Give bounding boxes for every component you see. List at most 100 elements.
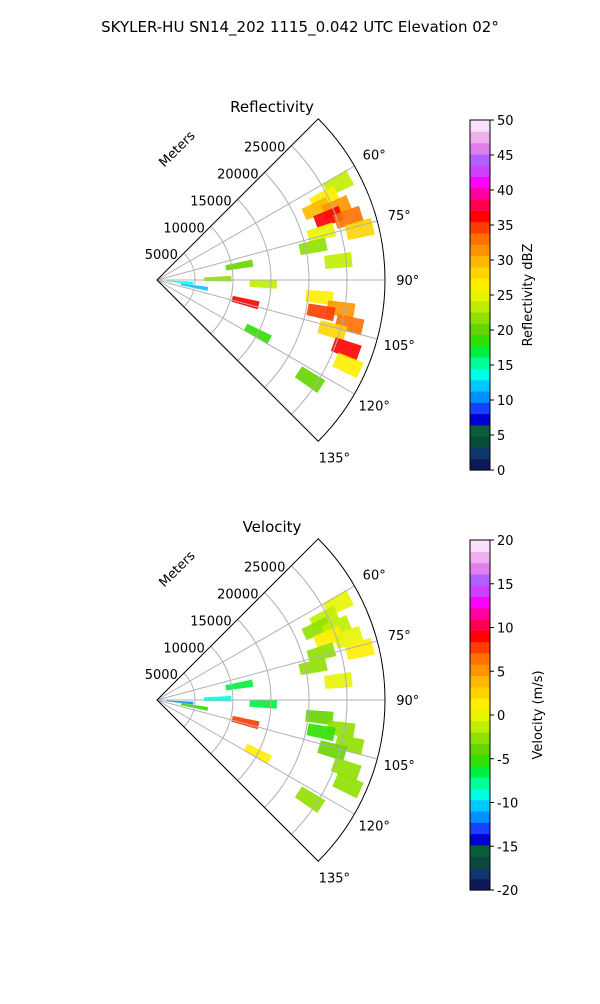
colorbar-tick-label: 25 xyxy=(497,289,514,304)
echo-cell xyxy=(330,757,362,782)
colorbar-swatch xyxy=(470,596,490,609)
colorbar-swatch xyxy=(470,199,490,211)
colorbar-swatch xyxy=(470,221,490,234)
colorbar-swatch xyxy=(470,142,490,155)
azimuth-tick-label: 90° xyxy=(396,694,419,709)
colorbar-swatch xyxy=(470,289,490,302)
colorbar-swatch xyxy=(470,187,490,200)
azimuth-gridline xyxy=(156,220,378,281)
reflectivity-colorbar-label: Reflectivity dBZ xyxy=(521,244,536,347)
echo-cell xyxy=(332,352,364,379)
velocity-plot-area: 5000 10000 15000 20000 25000 60° 75° 90° 105° 120… xyxy=(145,538,419,886)
colorbar-swatch xyxy=(470,176,490,189)
echo-cell xyxy=(306,303,336,322)
echo-cell xyxy=(305,709,334,726)
colorbar-swatch xyxy=(470,334,490,347)
colorbar-swatch xyxy=(470,833,490,846)
colorbar-swatch xyxy=(470,867,490,880)
colorbar-swatch xyxy=(470,788,490,801)
echo-cell xyxy=(330,337,362,362)
colorbar-swatch xyxy=(470,120,490,132)
echo-cell xyxy=(166,280,194,285)
colorbar-swatch xyxy=(470,413,490,426)
colorbar-swatch xyxy=(470,266,490,279)
colorbar-tick-label: -10 xyxy=(497,797,518,812)
range-tick-label: 20000 xyxy=(217,168,258,183)
colorbar-swatch xyxy=(470,424,490,437)
colorbar-tick-label: 15 xyxy=(497,359,514,374)
echo-cell xyxy=(313,625,344,649)
colorbar-tick-label: -20 xyxy=(497,884,518,899)
colorbar-swatch xyxy=(470,675,490,688)
range-tick-label: 10000 xyxy=(163,221,204,236)
colorbar-swatch xyxy=(470,153,490,166)
range-tick-label: 15000 xyxy=(190,614,231,629)
colorbar-swatch xyxy=(470,379,490,392)
colorbar-tick-label: 30 xyxy=(497,254,514,269)
azimuth-gridline xyxy=(156,640,378,701)
colorbar-swatch xyxy=(470,777,490,789)
colorbar-swatch xyxy=(470,458,490,471)
colorbar-tick-label: 50 xyxy=(497,114,514,129)
colorbar-swatch xyxy=(470,210,490,223)
azimuth-gridline xyxy=(156,165,355,281)
azimuth-tick-label: 135° xyxy=(319,451,350,466)
echo-cell xyxy=(166,700,194,705)
range-tick-label: 15000 xyxy=(190,194,231,209)
colorbar-swatch xyxy=(470,743,490,756)
colorbar-swatch xyxy=(470,244,490,257)
range-tick-label: 25000 xyxy=(244,141,285,156)
echo-cell xyxy=(249,279,278,289)
velocity-colorbar-label: Velocity (m/s) xyxy=(531,670,546,759)
colorbar-swatch xyxy=(470,731,490,744)
colorbar-tick-label: -5 xyxy=(497,753,510,768)
colorbar-swatch xyxy=(470,131,490,144)
colorbar-swatch xyxy=(470,232,490,245)
colorbar-swatch xyxy=(470,345,490,358)
colorbar-swatch xyxy=(470,765,490,778)
colorbar-swatch xyxy=(470,402,490,415)
azimuth-gridline xyxy=(156,699,378,760)
colorbar-swatch xyxy=(470,810,490,823)
sector-outline xyxy=(156,538,386,862)
azimuth-tick-label: 60° xyxy=(363,149,386,164)
azimuth-tick-label: 75° xyxy=(388,629,411,644)
reflectivity-title: Reflectivity xyxy=(230,98,314,116)
colorbar-swatch xyxy=(470,436,490,449)
azimuth-gridline xyxy=(156,279,378,340)
figure-title: SKYLER-HU SN14_202 1115_0.042 UTC Elevat… xyxy=(101,18,499,37)
colorbar-swatch xyxy=(470,300,490,313)
colorbar-swatch xyxy=(470,607,490,620)
reflectivity-panel: Reflectivity Meters Reflectivity dBZ 500… xyxy=(145,98,536,479)
velocity-range-label: Meters xyxy=(157,548,199,590)
echo-cell xyxy=(301,616,333,641)
colorbar-swatch xyxy=(470,357,490,369)
velocity-title: Velocity xyxy=(243,518,302,536)
colorbar-swatch xyxy=(470,856,490,869)
colorbar-swatch xyxy=(470,686,490,699)
colorbar-swatch xyxy=(470,664,490,677)
colorbar-tick-label: 5 xyxy=(497,665,505,680)
colorbar-tick-label: 20 xyxy=(497,324,514,339)
azimuth-tick-label: 75° xyxy=(388,209,411,224)
colorbar-tick-label: 0 xyxy=(497,709,505,724)
colorbar-swatch xyxy=(470,573,490,586)
colorbar-swatch xyxy=(470,720,490,733)
colorbar-swatch xyxy=(470,390,490,403)
colorbar-swatch xyxy=(470,641,490,654)
azimuth-tick-label: 120° xyxy=(359,819,390,834)
colorbar-swatch xyxy=(470,799,490,812)
echo-cell xyxy=(294,366,326,394)
colorbar-swatch xyxy=(470,822,490,835)
colorbar-tick-label: 45 xyxy=(497,149,514,164)
range-tick-label: 5000 xyxy=(145,248,178,263)
azimuth-gridline xyxy=(156,699,355,815)
colorbar-tick-label: 15 xyxy=(497,578,514,593)
colorbar-swatch xyxy=(470,754,490,767)
azimuth-tick-label: 105° xyxy=(384,339,415,354)
colorbar-swatch xyxy=(470,323,490,336)
velocity-panel: Velocity Meters Velocity (m/s) 5000 10000… xyxy=(145,518,546,899)
echo-cell xyxy=(305,289,334,306)
